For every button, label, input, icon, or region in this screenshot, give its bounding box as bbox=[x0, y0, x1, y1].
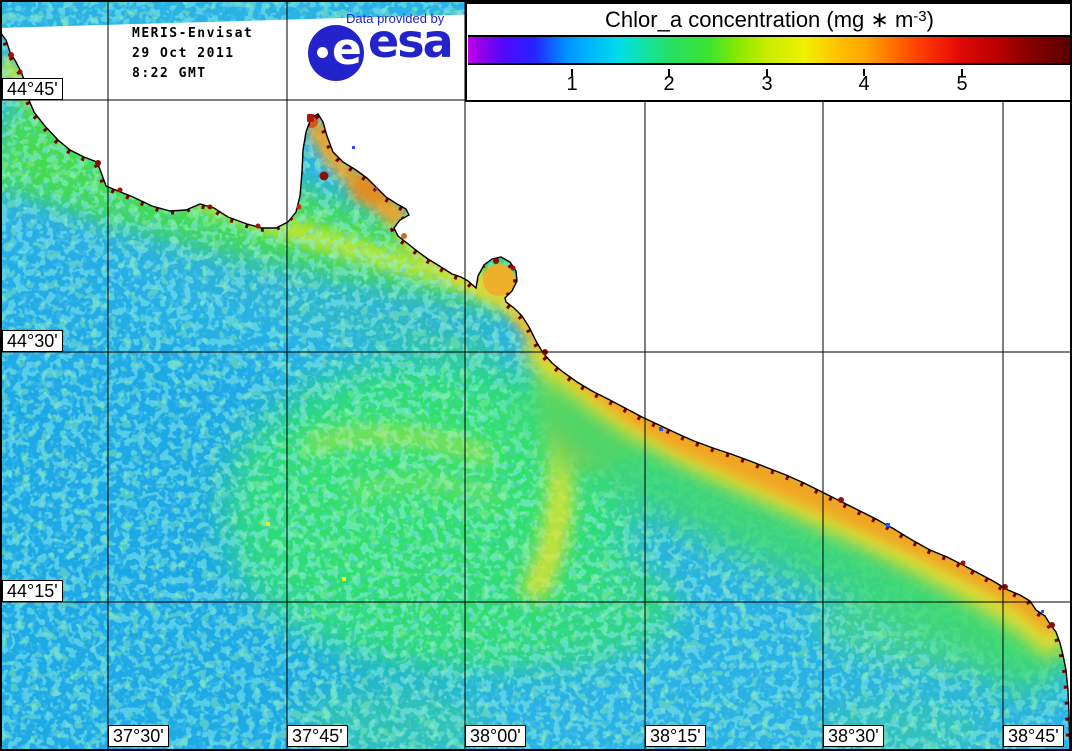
acquisition-info: MERIS-Envisat 29 Oct 2011 8:22 GMT bbox=[132, 24, 253, 84]
acquisition-date: 29 Oct 2011 bbox=[132, 46, 235, 61]
colorbar-tick-icon bbox=[961, 69, 963, 76]
lat-label: 44°45' bbox=[2, 78, 63, 100]
lon-label: 37°45' bbox=[287, 725, 348, 747]
colorbar-tick-icon bbox=[766, 69, 768, 76]
lon-label: 37°30' bbox=[108, 725, 169, 747]
legend-title-exponent: -3 bbox=[913, 8, 927, 25]
colorbar-tick-label: 5 bbox=[956, 73, 968, 95]
lon-label: 38°15' bbox=[645, 725, 706, 747]
hotspot-pixels bbox=[8, 52, 1055, 628]
esa-disc-icon: e bbox=[308, 24, 364, 81]
colorbar-tick-icon bbox=[668, 69, 670, 76]
lat-label: 44°15' bbox=[2, 580, 63, 602]
lat-label: 44°30' bbox=[2, 330, 63, 352]
lon-label: 38°30' bbox=[823, 725, 884, 747]
esa-disc-letter: e bbox=[332, 24, 362, 75]
esa-logo: Data provided by e esa bbox=[302, 7, 462, 85]
esa-wordmark: esa bbox=[368, 14, 454, 68]
colorbar-tick-label: 1 bbox=[566, 73, 578, 95]
coastline bbox=[2, 33, 1070, 749]
sensor-name: MERIS-Envisat bbox=[132, 26, 254, 41]
colorbar-legend: Chlor_a concentration (mg ∗ m-3) 1 2 3 4… bbox=[465, 2, 1070, 102]
coastal-bloom-dots bbox=[2, 34, 1070, 749]
acquisition-time: 8:22 GMT bbox=[132, 66, 207, 81]
colorbar-tick-label: 4 bbox=[858, 73, 870, 95]
colorbar-gradient bbox=[468, 35, 1070, 65]
colorbar-tick-label: 2 bbox=[663, 73, 675, 95]
colorbar-tick-icon bbox=[571, 69, 573, 76]
lon-label: 38°45' bbox=[1003, 725, 1064, 747]
colorbar-tick-icon bbox=[863, 69, 865, 76]
esa-tagline: Data provided by bbox=[346, 11, 445, 26]
colorbar-tick-label: 3 bbox=[761, 73, 773, 95]
esa-disc-dot-icon bbox=[317, 47, 328, 58]
lon-label: 38°00' bbox=[465, 725, 526, 747]
legend-title: Chlor_a concentration (mg ∗ m-3) bbox=[605, 7, 934, 32]
